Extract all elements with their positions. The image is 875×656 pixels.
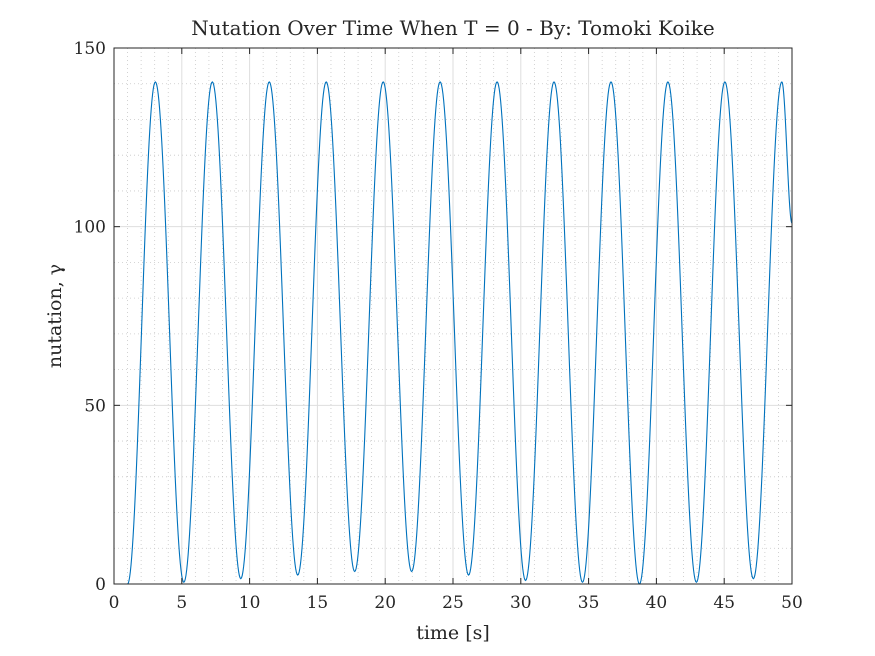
x-tick-label: 25	[442, 593, 464, 613]
x-tick-label: 5	[176, 593, 187, 613]
y-tick-label: 150	[74, 39, 106, 59]
x-tick-label: 0	[109, 593, 120, 613]
x-tick-label: 10	[239, 593, 261, 613]
series-line	[127, 81, 793, 585]
x-tick-label: 45	[713, 593, 735, 613]
x-tick-labels: 0 5 10 15 20 25 30 35 40 45 50	[109, 593, 803, 613]
y-tick-labels: 0 50 100 150	[74, 39, 106, 595]
x-tick-label: 30	[510, 593, 532, 613]
x-tick-label: 35	[578, 593, 600, 613]
y-axis-label: nutation, γ	[44, 264, 66, 368]
x-axis-label: time [s]	[416, 622, 490, 644]
chart-title: Nutation Over Time When T = 0 - By: Tomo…	[191, 16, 715, 40]
x-tick-label: 20	[374, 593, 396, 613]
x-tick-label: 40	[646, 593, 668, 613]
x-tick-label: 50	[781, 593, 803, 613]
y-tick-label: 100	[74, 218, 106, 238]
series-layer	[127, 81, 793, 585]
x-tick-label: 15	[307, 593, 329, 613]
tick-marks	[113, 47, 793, 585]
y-tick-label: 0	[95, 575, 106, 595]
y-tick-label: 50	[84, 396, 106, 416]
